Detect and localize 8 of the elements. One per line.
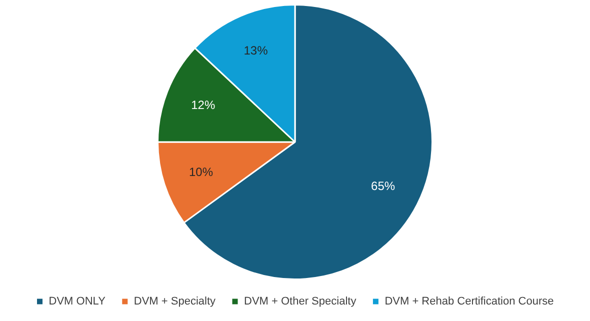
legend-label: DVM + Specialty (134, 296, 216, 308)
data-label: 12% (191, 98, 216, 112)
data-label: 13% (244, 44, 268, 58)
legend-label: DVM + Other Specialty (244, 296, 357, 308)
legend-label: DVM + Rehab Certification Course (384, 296, 554, 308)
data-label: 10% (189, 164, 214, 179)
data-label: 65% (371, 179, 396, 194)
legend-label: DVM ONLY (48, 296, 106, 308)
